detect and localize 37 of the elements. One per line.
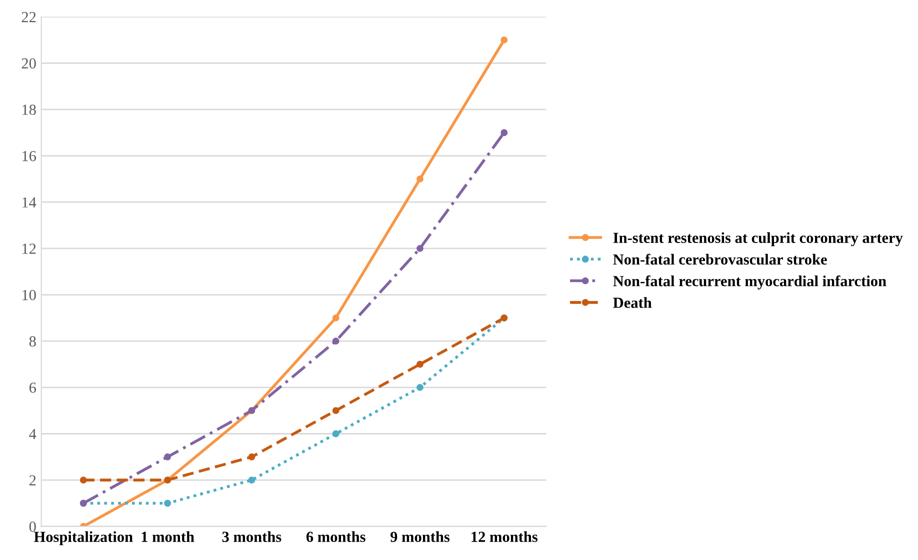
y-tick-label: 10 [22, 290, 36, 300]
x-tick-label: 9 months [390, 531, 450, 542]
y-tick-label: 22 [22, 12, 36, 22]
point [164, 453, 172, 460]
point [500, 129, 508, 136]
point [248, 476, 256, 484]
point [416, 384, 424, 391]
x-tick-label: 6 months [306, 531, 366, 542]
point [248, 453, 256, 460]
point [416, 175, 424, 182]
y-tick-label: 18 [22, 104, 36, 115]
point [416, 360, 424, 368]
y-tick-label: 20 [22, 58, 36, 69]
point [332, 407, 340, 414]
point [80, 476, 87, 484]
point [164, 500, 172, 507]
legend-label: In-stent restenosis at culprit coronary artery [613, 232, 903, 246]
y-tick-label: 0 [29, 522, 36, 532]
y-tick-label: 16 [22, 150, 36, 162]
y-tick-label: 6 [29, 382, 36, 393]
x-tick-label: 3 months [222, 531, 282, 542]
point [500, 36, 508, 44]
y-tick-label: 4 [29, 428, 36, 440]
legend-label: Non-fatal cerebrovascular stroke [613, 254, 827, 265]
y-tick-label: 8 [29, 336, 36, 347]
point [332, 338, 340, 345]
x-tick-label: Hospitalization [34, 531, 133, 546]
x-tick-label: 12 months [472, 531, 538, 542]
point [332, 430, 340, 438]
x-tick-label: 1 month [142, 531, 194, 542]
y-tick-label: 14 [22, 197, 36, 208]
y-tick-label: 2 [29, 475, 36, 486]
legend-label: Death [613, 297, 652, 308]
y-tick-label: 12 [22, 244, 36, 254]
point [332, 314, 340, 322]
legend-label: Non-fatal recurrent myocardial infarction [613, 275, 886, 290]
point [416, 244, 424, 252]
